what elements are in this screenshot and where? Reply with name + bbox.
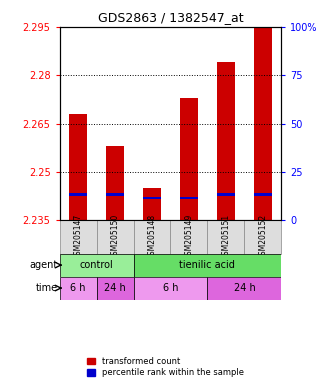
Text: tienilic acid: tienilic acid xyxy=(179,260,235,270)
Bar xyxy=(180,197,198,199)
FancyBboxPatch shape xyxy=(97,220,133,253)
Bar xyxy=(69,194,87,196)
Bar xyxy=(143,197,161,199)
FancyBboxPatch shape xyxy=(133,276,208,300)
Bar xyxy=(217,194,235,196)
FancyBboxPatch shape xyxy=(60,276,97,300)
Text: 6 h: 6 h xyxy=(70,283,86,293)
FancyBboxPatch shape xyxy=(244,220,281,253)
Bar xyxy=(180,98,198,220)
Text: 24 h: 24 h xyxy=(233,283,255,293)
Text: GSM205151: GSM205151 xyxy=(221,214,230,260)
Bar xyxy=(106,146,124,220)
FancyBboxPatch shape xyxy=(97,276,133,300)
Text: agent: agent xyxy=(29,260,58,270)
Title: GDS2863 / 1382547_at: GDS2863 / 1382547_at xyxy=(98,11,243,24)
FancyBboxPatch shape xyxy=(208,276,281,300)
Text: GSM205152: GSM205152 xyxy=(259,214,267,260)
FancyBboxPatch shape xyxy=(170,220,208,253)
Bar xyxy=(254,27,272,220)
Text: time: time xyxy=(36,283,58,293)
Bar xyxy=(217,62,235,220)
Text: GSM205150: GSM205150 xyxy=(111,214,119,260)
FancyBboxPatch shape xyxy=(133,220,170,253)
Text: 24 h: 24 h xyxy=(104,283,126,293)
Bar xyxy=(254,194,272,196)
FancyBboxPatch shape xyxy=(60,253,133,276)
Legend: transformed count, percentile rank within the sample: transformed count, percentile rank withi… xyxy=(84,354,247,380)
Bar xyxy=(106,194,124,196)
FancyBboxPatch shape xyxy=(208,220,244,253)
Text: GSM205149: GSM205149 xyxy=(184,214,193,260)
Text: GSM205147: GSM205147 xyxy=(73,214,82,260)
Text: 6 h: 6 h xyxy=(163,283,178,293)
Bar xyxy=(69,114,87,220)
Bar xyxy=(143,188,161,220)
FancyBboxPatch shape xyxy=(133,253,281,276)
Text: control: control xyxy=(80,260,114,270)
Text: GSM205148: GSM205148 xyxy=(148,214,157,260)
FancyBboxPatch shape xyxy=(60,220,97,253)
